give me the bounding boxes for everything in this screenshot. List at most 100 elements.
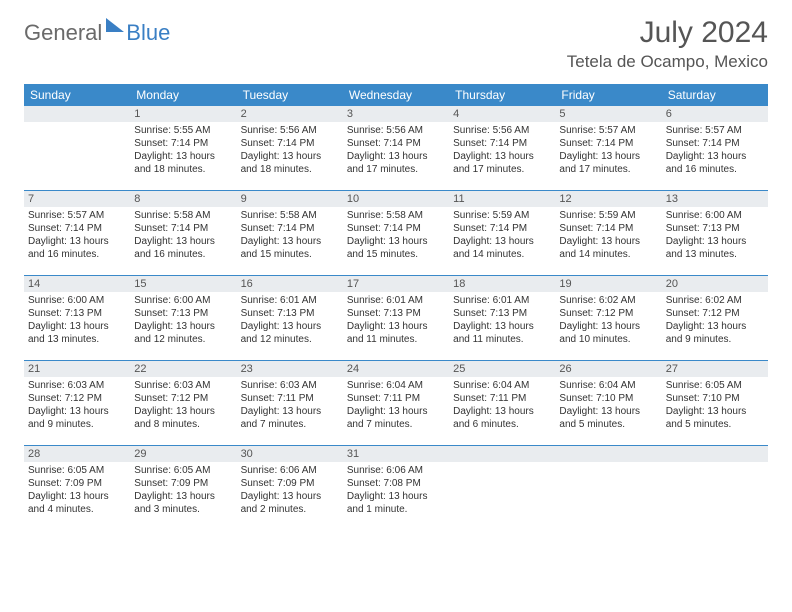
day-info-line: Sunset: 7:14 PM <box>453 137 551 150</box>
header: General Blue July 2024 Tetela de Ocampo,… <box>24 16 768 72</box>
day-cell <box>555 446 661 530</box>
day-info-line: and 16 minutes. <box>134 248 232 261</box>
day-info-line: Sunrise: 5:58 AM <box>134 209 232 222</box>
day-info-line: Sunrise: 6:04 AM <box>347 379 445 392</box>
day-number: 14 <box>24 276 130 292</box>
day-info-line: and 5 minutes. <box>666 418 764 431</box>
day-info-line: Sunset: 7:14 PM <box>347 137 445 150</box>
day-cell: 14 Sunrise: 6:00 AMSunset: 7:13 PMDayligh… <box>24 276 130 360</box>
day-info-line: Sunrise: 5:59 AM <box>453 209 551 222</box>
day-info-line: Daylight: 13 hours <box>134 490 232 503</box>
day-info-line: Sunset: 7:09 PM <box>134 477 232 490</box>
day-info-line: Daylight: 13 hours <box>666 320 764 333</box>
day-info-line: Daylight: 13 hours <box>453 405 551 418</box>
day-info-line: Daylight: 13 hours <box>453 150 551 163</box>
day-info-line: and 3 minutes. <box>134 503 232 516</box>
day-cell: 10Sunrise: 5:58 AMSunset: 7:14 PMDayligh… <box>343 191 449 275</box>
day-info-line: Sunset: 7:12 PM <box>28 392 126 405</box>
day-info-line: and 9 minutes. <box>28 418 126 431</box>
day-info-line: and 17 minutes. <box>453 163 551 176</box>
day-cell: 25Sunrise: 6:04 AMSunset: 7:11 PMDayligh… <box>449 361 555 445</box>
day-info-line: Sunset: 7:14 PM <box>241 222 339 235</box>
day-cell: 4Sunrise: 5:56 AMSunset: 7:14 PMDaylight… <box>449 106 555 190</box>
day-number: 12 <box>555 191 661 207</box>
day-info-line: and 15 minutes. <box>241 248 339 261</box>
logo-text-general: General <box>24 20 102 46</box>
day-number: 8 <box>130 191 236 207</box>
day-info-line: and 7 minutes. <box>347 418 445 431</box>
day-info: Sunrise: 6:00 AMSunset: 7:13 PMDaylight:… <box>134 294 232 346</box>
day-info-line: Sunrise: 6:06 AM <box>347 464 445 477</box>
day-info-line: and 10 minutes. <box>559 333 657 346</box>
day-info-line: Sunrise: 6:02 AM <box>559 294 657 307</box>
day-info-line: Daylight: 13 hours <box>347 490 445 503</box>
day-info-line: Sunrise: 6:04 AM <box>559 379 657 392</box>
week-row: 14Sunrise: 6:00 AMSunset: 7:13 PMDayligh… <box>24 276 768 361</box>
day-info-line: and 16 minutes. <box>666 163 764 176</box>
day-number <box>24 106 130 122</box>
weeks-container: 1Sunrise: 5:55 AMSunset: 7:14 PMDaylight… <box>24 106 768 530</box>
day-info: Sunrise: 5:58 AMSunset: 7:14 PMDaylight:… <box>134 209 232 261</box>
day-info: Sunrise: 6:06 AMSunset: 7:09 PMDaylight:… <box>241 464 339 516</box>
day-number: 25 <box>449 361 555 377</box>
day-cell: 22Sunrise: 6:03 AMSunset: 7:12 PMDayligh… <box>130 361 236 445</box>
dow-sun: Sunday <box>24 84 130 106</box>
day-info-line: Daylight: 13 hours <box>241 150 339 163</box>
day-number: 28 <box>24 446 130 462</box>
day-info-line: Sunrise: 5:57 AM <box>28 209 126 222</box>
day-info-line: Daylight: 13 hours <box>666 405 764 418</box>
day-info-line: Sunset: 7:09 PM <box>28 477 126 490</box>
day-info: Sunrise: 6:01 AMSunset: 7:13 PMDaylight:… <box>347 294 445 346</box>
day-info-line: Sunrise: 5:56 AM <box>453 124 551 137</box>
day-cell <box>24 106 130 190</box>
day-info-line: and 12 minutes. <box>134 333 232 346</box>
title-month: July 2024 <box>567 16 768 50</box>
day-cell: 7Sunrise: 5:57 AMSunset: 7:14 PMDaylight… <box>24 191 130 275</box>
day-info-line: Sunset: 7:10 PM <box>666 392 764 405</box>
day-info-line: Sunrise: 5:57 AM <box>666 124 764 137</box>
day-number: 30 <box>237 446 343 462</box>
day-info-line: Sunset: 7:13 PM <box>28 307 126 320</box>
logo-triangle-icon <box>106 18 124 32</box>
day-info-line: Sunrise: 5:55 AM <box>134 124 232 137</box>
day-info-line: Sunrise: 6:00 AM <box>666 209 764 222</box>
day-info: Sunrise: 6:00 AMSunset: 7:13 PMDaylight:… <box>666 209 764 261</box>
day-number: 5 <box>555 106 661 122</box>
day-info-line: and 4 minutes. <box>28 503 126 516</box>
day-info-line: Daylight: 13 hours <box>241 235 339 248</box>
day-info-line: Daylight: 13 hours <box>347 320 445 333</box>
day-number: 29 <box>130 446 236 462</box>
dow-row: Sunday Monday Tuesday Wednesday Thursday… <box>24 84 768 106</box>
day-info-line: Sunrise: 6:01 AM <box>347 294 445 307</box>
day-info-line: Sunset: 7:09 PM <box>241 477 339 490</box>
dow-mon: Monday <box>130 84 236 106</box>
day-info-line: Sunrise: 6:00 AM <box>28 294 126 307</box>
day-info-line: Sunset: 7:14 PM <box>241 137 339 150</box>
day-number: 26 <box>555 361 661 377</box>
day-info-line: Daylight: 13 hours <box>241 320 339 333</box>
logo-text-blue: Blue <box>126 20 170 46</box>
day-info-line: Sunrise: 6:04 AM <box>453 379 551 392</box>
day-cell: 29Sunrise: 6:05 AMSunset: 7:09 PMDayligh… <box>130 446 236 530</box>
day-info-line: and 6 minutes. <box>453 418 551 431</box>
day-info: Sunrise: 6:04 AMSunset: 7:11 PMDaylight:… <box>347 379 445 431</box>
day-cell: 16Sunrise: 6:01 AMSunset: 7:13 PMDayligh… <box>237 276 343 360</box>
day-info-line: Sunrise: 5:59 AM <box>559 209 657 222</box>
day-info-line: Sunrise: 6:01 AM <box>453 294 551 307</box>
day-info: Sunrise: 6:00 AMSunset: 7:13 PMDaylight:… <box>28 294 126 346</box>
day-info-line: Daylight: 13 hours <box>453 235 551 248</box>
day-info-line: Sunset: 7:11 PM <box>241 392 339 405</box>
day-info-line: Daylight: 13 hours <box>241 490 339 503</box>
day-info: Sunrise: 6:01 AMSunset: 7:13 PMDaylight:… <box>453 294 551 346</box>
day-info: Sunrise: 6:02 AMSunset: 7:12 PMDaylight:… <box>666 294 764 346</box>
day-info-line: Sunset: 7:14 PM <box>559 137 657 150</box>
day-info: Sunrise: 5:58 AMSunset: 7:14 PMDaylight:… <box>347 209 445 261</box>
day-info: Sunrise: 6:05 AMSunset: 7:10 PMDaylight:… <box>666 379 764 431</box>
day-cell: 26Sunrise: 6:04 AMSunset: 7:10 PMDayligh… <box>555 361 661 445</box>
day-number: 22 <box>130 361 236 377</box>
day-cell: 1Sunrise: 5:55 AMSunset: 7:14 PMDaylight… <box>130 106 236 190</box>
day-info-line: and 16 minutes. <box>28 248 126 261</box>
day-info-line: Sunset: 7:12 PM <box>666 307 764 320</box>
day-number: 16 <box>237 276 343 292</box>
day-info-line: Daylight: 13 hours <box>28 320 126 333</box>
